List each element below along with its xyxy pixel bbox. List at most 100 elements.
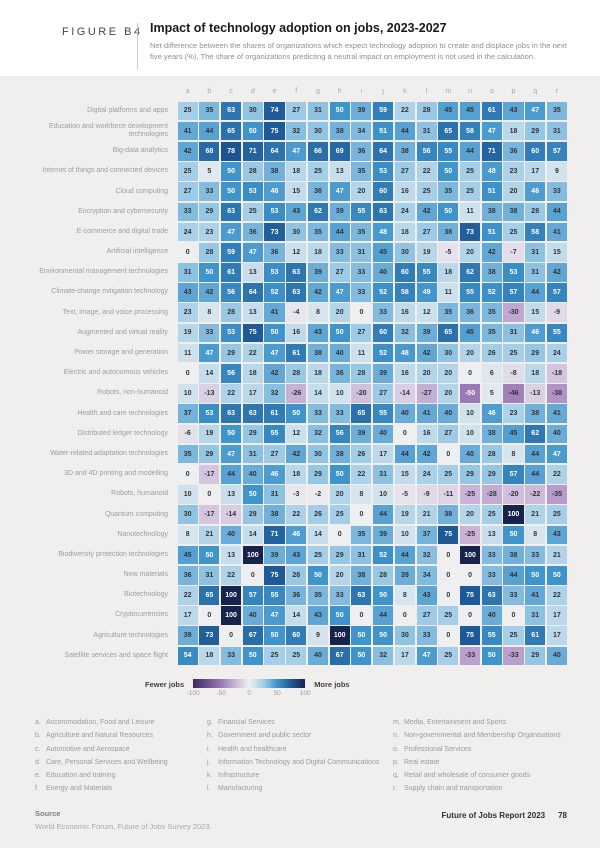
heatmap-cell: 48: [373, 222, 394, 242]
heatmap-cell: 42: [416, 343, 437, 363]
heatmap-cell: 27: [394, 162, 415, 181]
footnote-text: Professional Services: [404, 745, 472, 753]
heatmap-cell: 0: [438, 626, 459, 646]
heatmap-cell: 37: [416, 525, 437, 545]
heatmap-cell: 44: [525, 283, 546, 302]
heatmap-cell: 39: [264, 545, 285, 565]
heatmap-cell: 55: [459, 283, 481, 302]
column-letter: r: [555, 88, 559, 95]
heatmap-cell: 0: [199, 606, 220, 625]
heatmap-cell: 15: [546, 242, 567, 262]
footnote-column: m. Media, Entertainment and Sports n. Non-g…: [393, 716, 600, 795]
heatmap-cell: 45: [459, 323, 481, 343]
column-letter: b: [207, 88, 212, 95]
column-letter: m: [445, 88, 452, 95]
heatmap-cell: 18: [525, 364, 546, 383]
heatmap-cell: 21: [525, 505, 546, 524]
heatmap-cell: 42: [481, 242, 502, 262]
heatmap-cell: 25: [503, 343, 524, 363]
footnote-key: n.: [393, 732, 399, 740]
footnote-key: k.: [207, 772, 213, 780]
heatmap-cell: 53: [503, 263, 524, 282]
heatmap-cell: -7: [503, 242, 524, 262]
row-label: Artificial intelligence: [106, 248, 168, 256]
heatmap-cell: -18: [546, 364, 567, 383]
heatmap-cell: 25: [438, 606, 459, 625]
heatmap-cell: 36: [286, 586, 307, 605]
heatmap-cell: 50: [373, 626, 394, 646]
heatmap-cell: 31: [177, 263, 198, 282]
column-letter: q: [533, 88, 538, 95]
heatmap-cell: 25: [242, 202, 263, 222]
heatmap-cell: 16: [394, 182, 415, 201]
heatmap-cell: 31: [264, 485, 285, 504]
heatmap-cell: 43: [177, 283, 198, 302]
heatmap-cell: 38: [438, 222, 459, 242]
heatmap-cell: 75: [242, 323, 263, 343]
heatmap-cell: -20: [351, 384, 372, 403]
heatmap-cell: 24: [394, 202, 415, 222]
heatmap-cell: 8: [199, 303, 220, 323]
figure-header: FIGURE B4 Impact of technology adoption …: [0, 0, 600, 76]
heatmap-cell: 40: [481, 606, 502, 625]
heatmap-cell: 18: [438, 263, 459, 282]
heatmap-cell: 56: [329, 424, 350, 444]
column-letter: e: [272, 88, 277, 95]
heatmap-cell: 0: [459, 565, 481, 585]
heatmap-cell: 33: [481, 565, 502, 585]
heatmap-cell: 55: [264, 586, 285, 605]
heatmap-cell: 35: [351, 222, 372, 242]
heatmap-cell: 36: [177, 565, 198, 585]
heatmap-cell: 100: [242, 545, 263, 565]
heatmap-cell: 55: [351, 202, 372, 222]
heatmap-cell: 100: [503, 505, 524, 524]
heatmap-cell: 17: [242, 384, 263, 403]
heatmap-cell: 32: [307, 424, 329, 444]
heatmap-cell: 51: [373, 121, 394, 141]
heatmap-cell: 0: [438, 565, 459, 585]
heatmap-cell: 50: [199, 263, 220, 282]
heatmap-cell: 44: [525, 444, 546, 464]
heatmap-cell: 53: [264, 263, 285, 282]
legend-tick: -50: [216, 690, 226, 698]
heatmap-cell: 31: [242, 444, 263, 464]
heatmap-cell: 53: [221, 323, 242, 343]
heatmap-cell: 22: [286, 505, 307, 524]
heatmap-cell: 40: [394, 404, 415, 423]
heatmap-cell: 0: [503, 606, 524, 625]
heatmap-cell: 11: [459, 202, 481, 222]
footnote-text: Energy and Materials: [46, 785, 113, 793]
heatmap-cell: 50: [481, 646, 502, 666]
heatmap-cell: 33: [199, 323, 220, 343]
heatmap-cell: 20: [459, 242, 481, 262]
heatmap-cell: 41: [416, 404, 437, 423]
heatmap-cell: 28: [351, 364, 372, 383]
heatmap-cell: 44: [459, 141, 481, 161]
heatmap-cell: 0: [221, 626, 242, 646]
heatmap-cell: 33: [329, 586, 350, 605]
heatmap-cell: 46: [264, 464, 285, 484]
heatmap-cell: 50: [286, 404, 307, 423]
column-letter: g: [316, 88, 320, 95]
legend-more-jobs-label: More jobs: [314, 680, 350, 690]
heatmap-cell: 27: [416, 222, 437, 242]
heatmap-cell: 75: [264, 121, 285, 141]
heatmap-cell: 67: [242, 626, 263, 646]
heatmap-cell: 53: [242, 182, 263, 201]
heatmap-cell: 57: [242, 586, 263, 605]
heatmap-cell: 28: [481, 444, 502, 464]
heatmap-cell: 61: [481, 101, 502, 121]
heatmap-cell: 38: [329, 121, 350, 141]
footnote-item: i. Health and healthcare: [207, 743, 393, 756]
heatmap-cell: 47: [525, 101, 546, 121]
heatmap-cell: 40: [546, 424, 567, 444]
heatmap-cell: 16: [394, 364, 415, 383]
heatmap-cell: 31: [416, 121, 437, 141]
heatmap-cell: -6: [177, 424, 198, 444]
heatmap-cell: 47: [221, 444, 242, 464]
heatmap-grid: a b c d e f g h i j k l m n o p q r Digital platforms and …: [30, 88, 567, 666]
heatmap-cell: 12: [286, 424, 307, 444]
heatmap-cell: 19: [177, 323, 198, 343]
heatmap-cell: 64: [373, 141, 394, 161]
heatmap-cell: 30: [307, 444, 329, 464]
